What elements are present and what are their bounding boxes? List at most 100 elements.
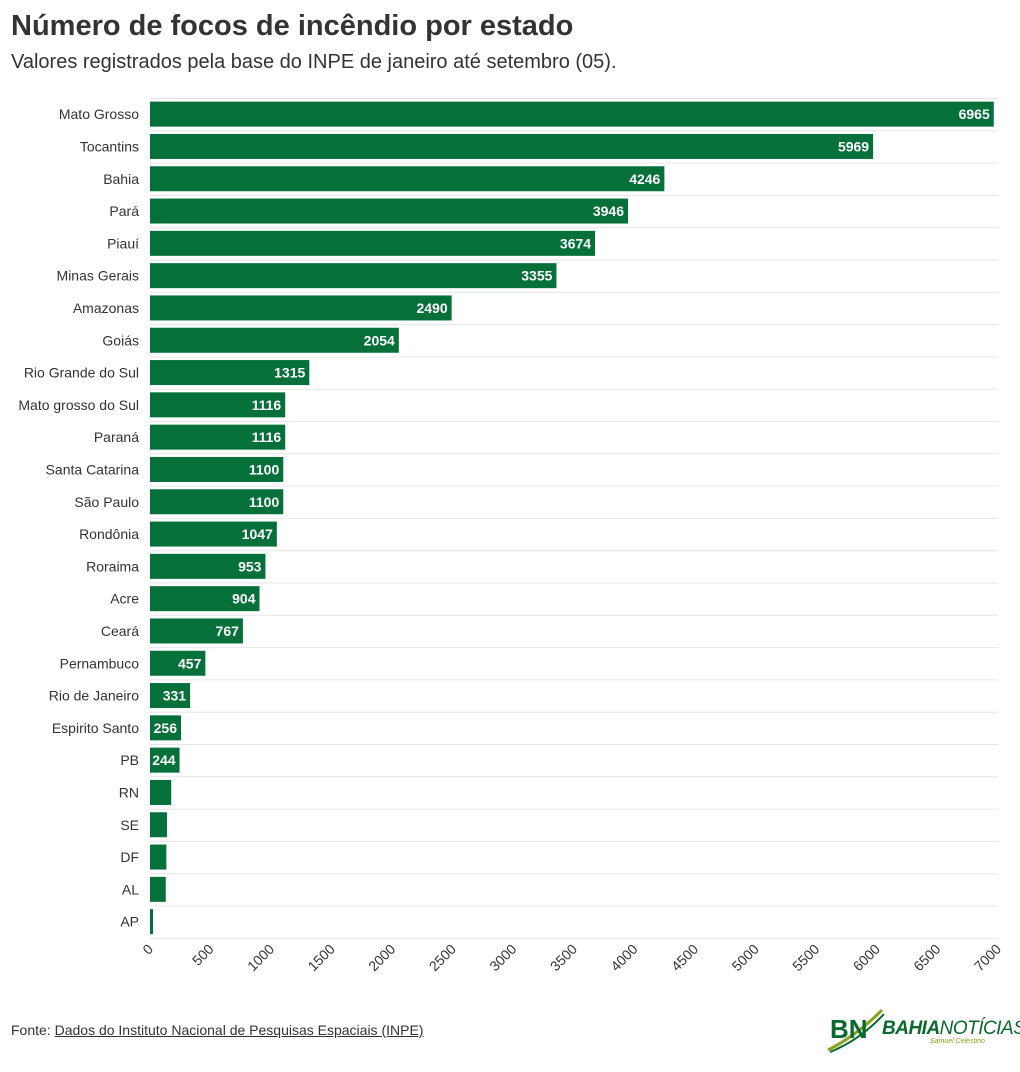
bar-value-label: 1100 (249, 461, 280, 477)
bar (150, 166, 665, 192)
x-tick-label: 4500 (668, 941, 701, 974)
bar-value-label: 1116 (252, 397, 282, 413)
chart-title: Número de focos de incêndio por estado (11, 10, 574, 42)
bar-value-label: 953 (238, 558, 262, 574)
bar (150, 650, 206, 676)
bar (150, 230, 596, 256)
category-label: Mato Grosso (59, 106, 139, 122)
x-tick-label: 1500 (304, 941, 337, 974)
logo-word-bold: BAHIA (882, 1018, 940, 1039)
bar-value-label: 4246 (629, 171, 660, 187)
category-label: Tocantins (80, 138, 139, 154)
x-tick-label: 2000 (365, 941, 398, 974)
category-labels: Mato Grosso Tocantins Bahia Pará Piauí Minas … (18, 106, 139, 930)
bar (150, 456, 284, 482)
category-label: Goiás (102, 332, 139, 348)
bar (150, 392, 286, 418)
bar (150, 198, 629, 224)
category-label: Amazonas (73, 300, 139, 316)
bar-value-label: 331 (163, 688, 187, 704)
bar-value-label: 256 (154, 720, 178, 736)
bar-value-label: 6965 (959, 106, 990, 122)
x-tick-label: 5500 (789, 941, 822, 974)
bar-value-label: 904 (232, 591, 256, 607)
logo-tagline: Samuel Celestino (930, 1038, 985, 1045)
x-tick-label: 5000 (728, 941, 761, 974)
bar-value-label: 1116 (252, 429, 282, 445)
category-label: Piauí (107, 235, 139, 251)
category-label: São Paulo (74, 494, 139, 510)
category-label: Mato grosso do Sul (18, 397, 139, 413)
x-axis-ticks: 0 500 1000 1500 2000 2500 3000 3500 4000 4500 5000… (139, 941, 1004, 974)
bar (150, 133, 874, 159)
bar (150, 424, 286, 450)
bar-value-label: 3946 (593, 203, 624, 219)
x-tick-label: 1000 (244, 941, 277, 974)
bar (150, 747, 180, 773)
bar-value-label: 244 (152, 752, 176, 768)
category-label: RN (119, 784, 139, 800)
category-label: Rondônia (79, 526, 139, 542)
x-tick-label: 500 (189, 941, 217, 969)
bar-value-label: 2490 (416, 300, 447, 316)
bar (150, 586, 260, 612)
category-label: AP (120, 914, 139, 930)
bar-value-label: 1100 (249, 494, 280, 510)
bar-value-label: 5969 (838, 138, 869, 154)
bar (150, 101, 994, 127)
bar-value-label: 457 (178, 655, 202, 671)
x-tick-label: 6000 (850, 941, 883, 974)
bar (150, 295, 452, 321)
bar (150, 263, 557, 289)
category-label: SE (120, 817, 139, 833)
bar (150, 909, 154, 935)
category-label: DF (120, 849, 139, 865)
bar-value-label: 1047 (242, 526, 273, 542)
bar (150, 876, 166, 902)
bar-value-label: 1315 (274, 365, 305, 381)
x-tick-label: 0 (139, 941, 156, 958)
bar (150, 618, 243, 644)
bar (150, 779, 172, 805)
category-label: Espirito Santo (52, 720, 139, 736)
bar (150, 360, 310, 386)
category-label: Roraima (86, 558, 139, 574)
category-label: Paraná (94, 429, 139, 445)
logo-monogram: BN (830, 1014, 868, 1044)
grid-lines (150, 98, 998, 939)
x-tick-label: 3000 (486, 941, 519, 974)
bar (150, 553, 266, 579)
x-tick-label: 4000 (607, 941, 640, 974)
x-tick-label: 2500 (426, 941, 459, 974)
bar-value-label: 3355 (521, 268, 552, 284)
bar (150, 327, 399, 353)
source-prefix: Fonte: (11, 1022, 51, 1038)
category-label: Minas Gerais (57, 268, 139, 284)
category-label: Santa Catarina (46, 461, 140, 477)
x-tick-label: 7000 (971, 941, 1004, 974)
bar-value-label: 767 (216, 623, 240, 639)
category-label: Bahia (103, 171, 139, 187)
category-label: Ceará (101, 623, 139, 639)
bar-value-label: 2054 (364, 332, 395, 348)
category-label: AL (122, 881, 139, 897)
category-label: Acre (110, 591, 139, 607)
x-tick-label: 3500 (547, 941, 580, 974)
bar-value-label: 3674 (560, 235, 591, 251)
x-tick-label: 6500 (910, 941, 943, 974)
source-link[interactable]: Dados do Instituto Nacional de Pesquisas… (54, 1022, 424, 1038)
bahia-noticias-logo[interactable]: BN BAHIANOTÍCIAS Samuel Celestino (826, 1006, 1020, 1056)
bar (150, 715, 182, 741)
bar (150, 683, 191, 709)
logo-wordmark: BAHIANOTÍCIAS (882, 1018, 1020, 1040)
bar (150, 812, 167, 838)
category-label: PB (120, 752, 139, 768)
category-label: Rio de Janeiro (49, 688, 139, 704)
bar (150, 521, 277, 547)
category-label: Rio Grande do Sul (24, 365, 139, 381)
source-footer: Fonte: Dados do Instituto Nacional de Pe… (11, 1022, 423, 1038)
category-label: Pernambuco (60, 655, 140, 671)
logo-word-light: NOTÍCIAS (939, 1018, 1020, 1039)
